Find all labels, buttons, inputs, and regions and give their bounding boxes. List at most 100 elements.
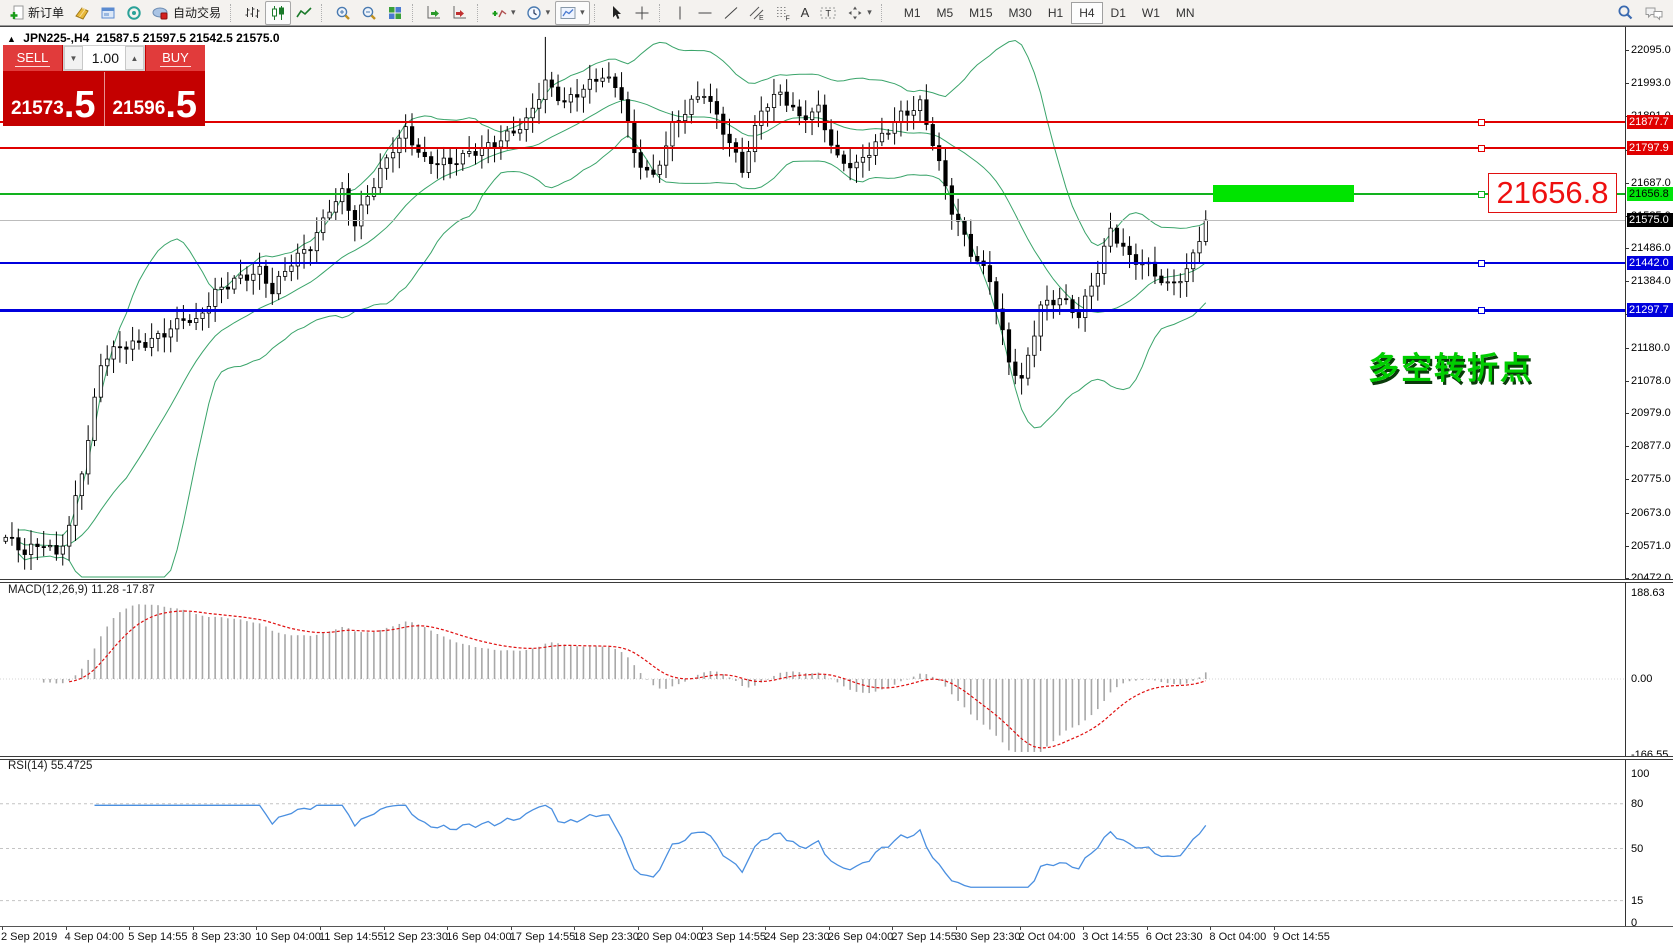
time-axis-label: 17 Sep 14:55 (509, 926, 576, 943)
trendline-icon (724, 6, 737, 19)
macd-window-divider[interactable] (0, 579, 1673, 583)
terminal-button[interactable] (95, 1, 121, 25)
chat-icon (1645, 7, 1663, 20)
toolbar-separator (321, 3, 326, 22)
text-label-button[interactable]: T (814, 1, 842, 25)
sell-button[interactable]: SELL (3, 45, 62, 71)
vertical-line-button[interactable] (668, 1, 692, 25)
indicators-button[interactable]: ▾ (486, 1, 521, 25)
buy-price-display[interactable]: 21596 .5 (104, 72, 205, 126)
price-level-line-21297.7[interactable] (0, 307, 1625, 315)
time-axis-label: 9 Oct 14:55 (1273, 926, 1330, 943)
terminal-icon (101, 7, 115, 18)
timeframe-d1[interactable]: D1 (1110, 5, 1126, 20)
highlight-rectangle[interactable] (1213, 185, 1354, 202)
autotrading-label: 自动交易 (173, 6, 222, 20)
text-label-icon: T (820, 7, 836, 18)
rsi-axis-tick: 15 (1631, 894, 1644, 907)
toolbar-separator (412, 3, 417, 22)
toolbar-separator (593, 3, 599, 22)
signals-button[interactable] (121, 1, 147, 25)
profiles-button[interactable] (69, 1, 95, 25)
price-level-badge: 21656.8 (1627, 186, 1673, 201)
bar-chart-icon (245, 6, 260, 18)
periods-button[interactable]: ▾ (521, 1, 556, 25)
timeframe-h4[interactable]: H4 (1071, 1, 1103, 24)
cursor-button[interactable] (603, 1, 629, 25)
search-button[interactable] (1612, 1, 1639, 25)
trendline-button[interactable] (718, 1, 744, 25)
chat-button[interactable] (1639, 1, 1669, 25)
sell-price-display[interactable]: 21573 .5 (3, 72, 105, 126)
price-axis-tick: 20775.0 (1625, 473, 1673, 485)
chart-window: ▲ JPN225-,H4 21587.5 21597.5 21542.5 215… (0, 26, 1673, 949)
volume-control: ▼ 1.00 ▲ (63, 45, 145, 71)
auto-scroll-button[interactable] (421, 1, 447, 25)
rsi-axis-tick: 0 (1631, 917, 1638, 929)
price-level-badge: 21297.7 (1627, 303, 1673, 318)
time-axis-label: 24 Sep 23:30 (764, 926, 830, 943)
price-chart-canvas[interactable] (0, 27, 1673, 949)
timeframe-w1[interactable]: W1 (1141, 5, 1160, 20)
volume-input[interactable]: 1.00 (91, 50, 119, 66)
horizontal-line-button[interactable] (692, 1, 718, 25)
buy-button[interactable]: BUY (146, 45, 205, 71)
timeframe-mn[interactable]: MN (1175, 5, 1195, 20)
fibonacci-button[interactable]: F (770, 1, 796, 25)
price-level-badge: 21575.0 (1627, 213, 1673, 228)
bar-chart-button[interactable] (239, 1, 265, 25)
timeframe-toolbar: M1 M5 M15 M30 H1 H4 D1 W1 MN (896, 1, 1203, 24)
arrows-button[interactable]: ▾ (842, 1, 877, 25)
bull-bear-turning-point-note[interactable]: 多空转折点 (1368, 351, 1533, 386)
candlestick-chart-button[interactable] (265, 0, 292, 25)
equidistant-channel-button[interactable]: E (744, 1, 770, 25)
price-level-line-21656.8[interactable] (0, 190, 1625, 198)
price-level-badge: 21442.0 (1627, 256, 1673, 271)
time-axis-label: 4 Sep 04:00 (64, 926, 124, 943)
time-axis-label: 11 Sep 14:55 (319, 926, 384, 943)
crosshair-icon (635, 6, 649, 19)
price-level-badge: 21797.9 (1627, 140, 1673, 155)
search-icon (1618, 5, 1633, 20)
price-axis-tick: 21180.0 (1625, 342, 1673, 354)
candlestick-chart-icon (272, 5, 285, 20)
price-axis-tick: 21687.0 (1625, 177, 1673, 189)
chevron-down-icon: ▾ (511, 7, 516, 17)
text-button[interactable]: A (796, 1, 815, 25)
svg-text:F: F (785, 15, 789, 21)
price-level-line-21442.0[interactable] (0, 260, 1625, 268)
time-axis-label: 16 Sep 04:00 (446, 926, 512, 943)
new-order-button[interactable]: 新订单 (4, 1, 69, 25)
zoom-out-button[interactable] (356, 1, 382, 25)
chart-title: ▲ JPN225-,H4 21587.5 21597.5 21542.5 215… (7, 31, 280, 45)
rsi-axis-tick: 50 (1631, 842, 1644, 855)
zoom-in-button[interactable] (330, 1, 356, 25)
time-axis-label: 8 Oct 04:00 (1209, 926, 1267, 943)
volume-up-button[interactable]: ▲ (125, 46, 144, 70)
timeframe-m5[interactable]: M5 (936, 5, 954, 20)
tile-windows-button[interactable] (382, 1, 408, 25)
rsi-window-divider[interactable] (0, 756, 1673, 760)
timeframe-m15[interactable]: M15 (969, 5, 993, 20)
price-level-line-21797.9[interactable] (0, 144, 1625, 152)
volume-down-button[interactable]: ▼ (64, 46, 83, 70)
profiles-icon (75, 6, 89, 20)
price-level-line-21877.7[interactable] (0, 118, 1625, 126)
timeframe-h1[interactable]: H1 (1047, 5, 1064, 20)
buy-price-main: 21596 (112, 98, 166, 119)
timeframe-m30[interactable]: M30 (1008, 5, 1032, 20)
price-level-line-21575.0[interactable] (0, 219, 1625, 221)
crosshair-button[interactable] (629, 1, 655, 25)
price-annotation-box[interactable]: 21656.8 (1488, 173, 1617, 213)
time-axis-label: 20 Sep 04:00 (637, 926, 703, 943)
chart-shift-button[interactable] (447, 1, 473, 25)
autotrading-button[interactable]: 自动交易 (147, 1, 226, 25)
timeframe-m1[interactable]: M1 (903, 5, 921, 20)
cursor-icon (612, 5, 621, 19)
line-chart-button[interactable] (291, 1, 317, 25)
collapse-icon[interactable]: ▲ (7, 34, 16, 44)
line-chart-icon (296, 6, 312, 17)
templates-button[interactable]: ▾ (555, 0, 590, 25)
toolbar-separator (230, 3, 235, 22)
